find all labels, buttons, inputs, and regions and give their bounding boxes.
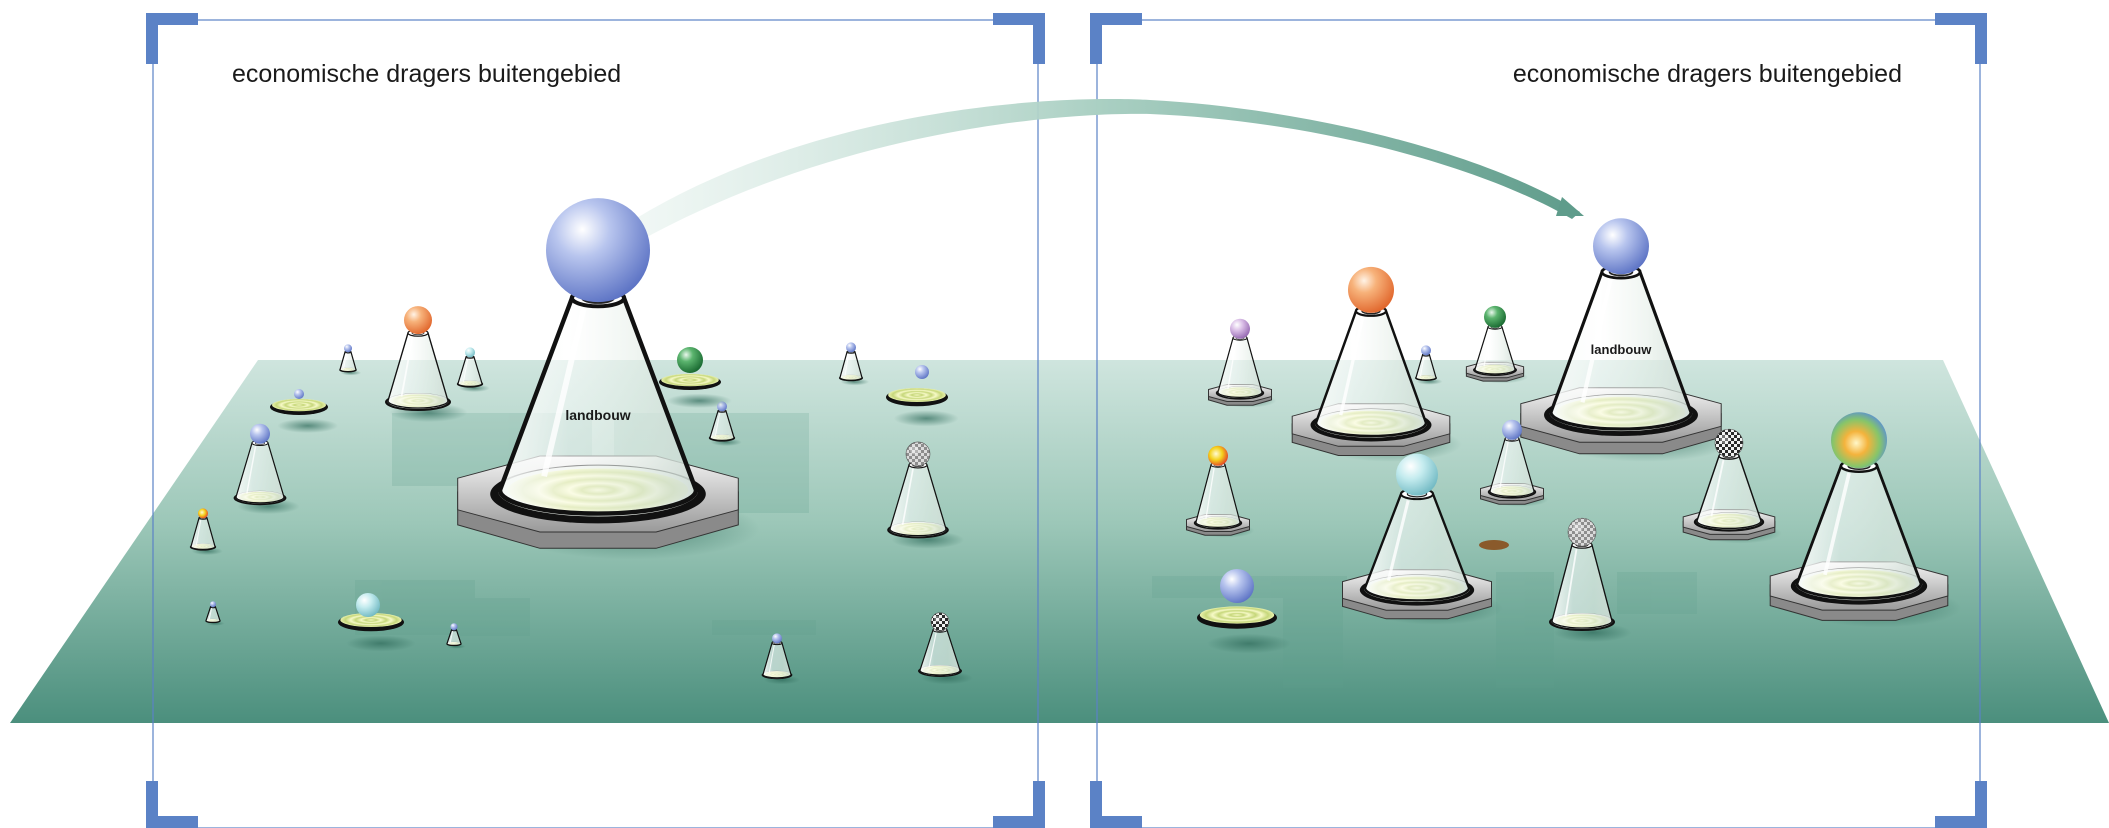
small-cone [708,401,742,447]
sphere-icon [846,342,856,353]
corner-brackets [146,13,1987,828]
disc-marker [270,389,339,433]
scene [189,198,1962,685]
sphere-icon [198,508,208,519]
small-cone [838,342,870,386]
right-panel-frame [1096,19,1981,828]
small-cone [205,601,225,626]
sphere-icon [905,441,931,467]
sphere-icon [772,633,782,644]
disc-marker [886,365,959,427]
sphere-icon [1502,419,1522,440]
small-cone [189,508,223,556]
sphere-icon [294,389,304,399]
ground-plane [10,360,2109,723]
target-disc-icon [888,387,946,403]
sphere-icon [1220,569,1254,603]
small-cone [918,612,973,685]
sphere-icon [1714,428,1744,458]
target-disc-icon [272,398,326,412]
small-cone [233,423,300,515]
sphere-icon [677,347,703,373]
sphere-icon [1230,318,1250,339]
sphere-icon [1484,305,1506,328]
right-panel-title: economische dragers buitengebied [1513,60,1902,88]
small-cone [446,623,466,649]
disc-marker [1197,569,1291,654]
sphere-icon [450,623,458,631]
curved-arrow-icon [630,99,1580,242]
sphere-icon [1421,345,1431,356]
small-cone [1549,517,1632,643]
target-disc-icon [1199,606,1275,624]
target-disc-icon [661,373,719,387]
sphere-icon [250,423,270,444]
cone-pedestal-icon [1769,412,1962,628]
cone-pedestal-icon [1186,445,1255,538]
cone-body [1217,335,1263,398]
sphere-icon [465,347,475,358]
sphere-icon [404,306,432,335]
sphere-icon [1348,266,1394,313]
sphere-icon [1208,445,1228,466]
sphere-icon [546,198,650,303]
small-cone [456,347,490,393]
small-cone [385,306,468,423]
main-cone-label-left: landbouw [565,407,630,423]
small-cone [887,441,965,549]
small-cone [1415,345,1443,385]
cone-body [1474,324,1516,375]
sphere-icon [1831,412,1887,469]
left-panel-title: economische dragers buitengebied [232,60,621,88]
disc-marker [338,593,416,652]
arrow-head [1556,197,1584,216]
sphere-icon [356,593,380,617]
sphere-icon [210,601,216,608]
cone-pedestal-icon [1465,305,1528,384]
cone-pedestal-icon [1291,266,1462,462]
cone-body [839,350,863,381]
cone-pedestal-icon [1682,428,1782,544]
small-cone [761,633,801,685]
cone-pedestal-icon [1480,419,1549,507]
sphere-icon [1396,453,1438,496]
ground-mark [1479,540,1509,550]
disc-marker [659,347,732,408]
sphere-icon [915,365,929,379]
main-cone-label-right: landbouw [1591,342,1653,357]
cone-body [339,350,357,373]
small-cone [339,344,362,376]
sphere-icon [344,344,352,353]
cone-body [1415,353,1437,381]
sphere-icon [930,612,950,632]
cone-pedestal-icon [1342,453,1503,625]
target-disc-icon [340,612,402,628]
sphere-icon [1567,517,1597,547]
left-panel-frame [152,19,1039,828]
cone-body [387,329,449,409]
sphere-icon [1593,218,1649,275]
main-cone-right [1520,218,1737,462]
cone-pedestal-icon [1208,318,1277,408]
main-cone-left [457,198,760,560]
